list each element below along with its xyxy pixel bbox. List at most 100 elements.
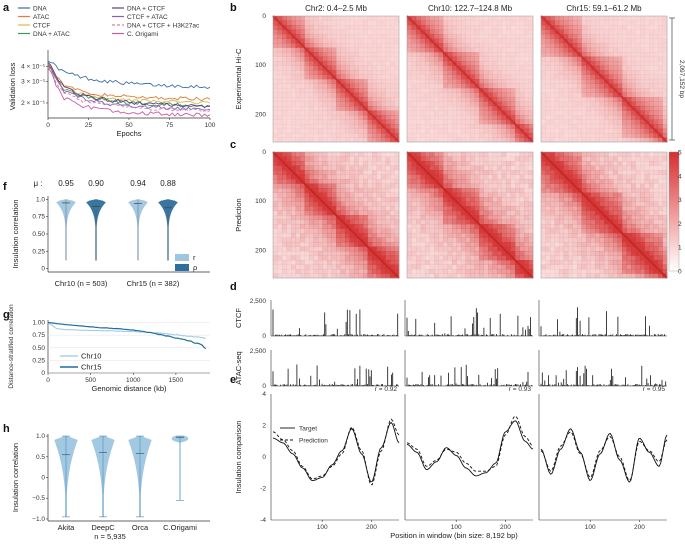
heatmap-cell <box>300 246 305 252</box>
heatmap-cell <box>479 246 484 252</box>
heatmap-cell <box>425 197 430 202</box>
heatmap-cell <box>465 183 471 189</box>
heatmap-cell <box>372 206 377 211</box>
heatmap-cell <box>653 201 659 207</box>
heatmap-cell <box>631 246 636 252</box>
heatmap-cell <box>354 246 359 252</box>
heatmap-cell <box>376 224 382 229</box>
heatmap-cell <box>372 161 377 166</box>
heatmap-cell <box>581 201 587 207</box>
heatmap-cell <box>554 255 560 261</box>
heatmap-cell <box>331 161 337 166</box>
heatmap-cell <box>586 233 591 238</box>
heatmap-cell <box>572 206 578 211</box>
heatmap-cell <box>438 192 444 198</box>
heatmap-cell <box>322 192 328 198</box>
heatmap-cell <box>586 156 591 162</box>
heatmap-diagonal <box>272 151 400 279</box>
heatmap-cell <box>416 224 421 229</box>
heatmap-cell <box>300 165 305 171</box>
heatmap-cell <box>411 246 417 252</box>
heatmap-cell <box>282 255 287 261</box>
heatmap-cell <box>640 215 645 220</box>
heatmap-cell <box>470 273 475 279</box>
heatmap-cell <box>515 156 520 162</box>
heatmap-cell <box>429 269 435 274</box>
heatmap-cell <box>358 224 364 229</box>
heatmap-cell <box>385 215 391 220</box>
heatmap-frame <box>406 15 534 143</box>
heatmap-cell <box>465 255 471 261</box>
heatmap-cell <box>653 165 659 171</box>
heatmap-cell <box>635 215 641 220</box>
heatmap-cell <box>345 219 350 225</box>
heatmap-cell <box>434 237 439 243</box>
heatmap-cell <box>631 219 636 225</box>
heatmap-cell <box>595 197 600 202</box>
heatmap-cell <box>358 197 364 202</box>
heatmap-cell <box>443 242 448 247</box>
heatmap-cell <box>604 233 609 238</box>
heatmap-cell <box>390 174 395 180</box>
heatmap-cell <box>479 183 484 189</box>
heatmap-cell <box>501 174 507 180</box>
heatmap-cell <box>506 174 511 180</box>
heatmap-cell <box>394 224 400 229</box>
heatmap-cell <box>340 251 346 256</box>
heatmap-cell <box>438 237 444 243</box>
heatmap-cell <box>354 156 359 162</box>
heatmap-cell <box>429 152 435 157</box>
heatmap-cell <box>528 224 534 229</box>
heatmap-cell <box>613 170 618 175</box>
heatmap-cell <box>649 269 654 274</box>
heatmap-cell <box>291 264 296 270</box>
heatmap-cell <box>617 206 623 211</box>
heatmap-cell <box>563 260 569 265</box>
heatmap-cell <box>479 161 484 166</box>
heatmap-cell <box>515 201 520 207</box>
heatmap-cell <box>479 260 484 265</box>
heatmap-cell <box>385 237 391 243</box>
heatmap-cell <box>631 269 636 274</box>
heatmap-cell <box>394 156 400 162</box>
heatmap-cell <box>550 219 555 225</box>
heatmap-cell <box>524 264 529 270</box>
heatmap-cell <box>394 152 400 157</box>
heatmap-cell <box>291 269 296 274</box>
heatmap-cell <box>474 197 480 202</box>
heatmap-cell <box>282 251 287 256</box>
heatmap-cell <box>644 269 650 274</box>
heatmap-cell <box>524 215 529 220</box>
heatmap-cell <box>572 237 578 243</box>
heatmap-cell <box>309 233 314 238</box>
heatmap-cell <box>492 264 498 270</box>
heatmap-cell <box>376 183 382 189</box>
heatmap-cell <box>327 188 332 193</box>
heatmap-cell <box>354 260 359 265</box>
heatmap-cell <box>599 228 605 234</box>
heatmap-cell <box>295 206 301 211</box>
heatmap-cell <box>524 206 529 211</box>
heatmap-cell <box>626 210 632 216</box>
heatmap-cell <box>340 210 346 216</box>
heatmap-cell <box>340 255 346 261</box>
heatmap-cell <box>336 224 341 229</box>
heatmap-cell <box>318 170 323 175</box>
heatmap-cell <box>470 197 475 202</box>
heatmap-cell <box>644 260 650 265</box>
heatmap-cell <box>452 210 457 216</box>
heatmap-cell <box>385 170 391 175</box>
heatmap-cell <box>318 152 323 157</box>
heatmap-cell <box>416 237 421 243</box>
heatmap-cell <box>524 210 529 216</box>
heatmap-cell <box>381 264 386 270</box>
heatmap-cell <box>626 161 632 166</box>
heatmap-cell <box>653 246 659 252</box>
heatmap-cell <box>434 161 439 166</box>
heatmap-cell <box>331 174 337 180</box>
heatmap-cell <box>434 156 439 162</box>
heatmap-cell <box>420 237 426 243</box>
heatmap-cell <box>416 255 421 261</box>
heatmap-cell <box>492 273 498 279</box>
heatmap-cell <box>604 152 609 157</box>
